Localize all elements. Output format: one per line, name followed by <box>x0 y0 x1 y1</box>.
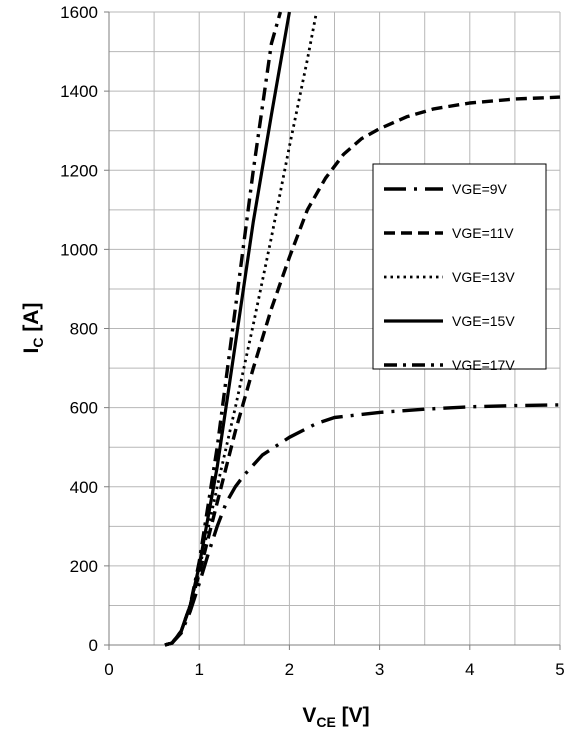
y-tick-label: 0 <box>89 636 98 655</box>
legend: VGE=9V VGE=11V VGE=13V VGE=15V VGE=17V <box>372 163 547 373</box>
x-axis-title-sub: CE <box>316 714 335 730</box>
y-axis-title-sub: C <box>30 338 46 348</box>
x-tick-label: 4 <box>465 660 474 679</box>
y-tick-label: 400 <box>70 478 98 497</box>
series-line-vge-17v <box>164 11 283 647</box>
y-axis-title-unit: [A] <box>20 303 43 338</box>
x-axis-title-unit: [V] <box>336 704 370 727</box>
legend-label-vge-11v: VGE=11V <box>452 225 514 241</box>
x-tick-label: 5 <box>555 660 564 679</box>
y-axis-title-main: I <box>20 348 43 354</box>
x-axis-title: VCE [V] <box>302 704 369 730</box>
y-axis-title: IC [A] <box>20 303 46 354</box>
y-tick-label: 1600 <box>60 3 98 22</box>
x-tick-label: 3 <box>375 660 384 679</box>
legend-label-vge-13v: VGE=13V <box>452 269 515 285</box>
y-tick-label: 200 <box>70 557 98 576</box>
legend-label-vge-9v: VGE=9V <box>452 181 508 197</box>
x-axis-title-main: V <box>302 704 316 727</box>
x-tick-label: 2 <box>285 660 294 679</box>
legend-label-vge-17v: VGE=17V <box>452 357 515 373</box>
y-tick-label: 800 <box>70 320 98 339</box>
series-lines <box>164 11 561 647</box>
legend-label-vge-15v: VGE=15V <box>452 313 515 329</box>
y-tick-label: 600 <box>70 399 98 418</box>
y-tick-label: 1200 <box>60 161 98 180</box>
y-tick-label: 1000 <box>60 240 98 259</box>
series-line-vge-15v <box>164 11 291 647</box>
legend-box <box>372 163 547 370</box>
y-tick-label: 1400 <box>60 82 98 101</box>
x-tick-label: 1 <box>194 660 203 679</box>
series-line-vge-9v <box>164 403 561 647</box>
tick-labels: 0 200 400 600 800 1000 1200 1400 1600 0 1 2 3 4 5 <box>60 3 565 679</box>
x-tick-label: 0 <box>104 660 113 679</box>
